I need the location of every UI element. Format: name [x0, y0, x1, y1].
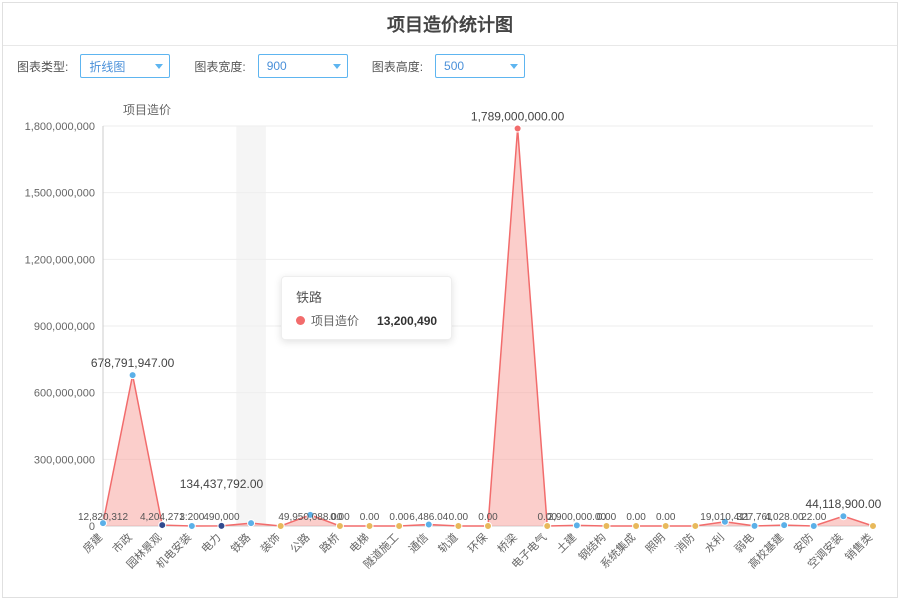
- svg-text:电力: 电力: [199, 531, 224, 556]
- svg-text:0.00: 0.00: [330, 512, 350, 523]
- svg-text:公路: 公路: [288, 531, 313, 556]
- tooltip-title: 铁路: [296, 287, 437, 306]
- svg-text:消防: 消防: [672, 530, 697, 555]
- svg-text:路桥: 路桥: [317, 531, 342, 556]
- svg-text:3:200: 3:200: [179, 512, 204, 523]
- chart-svg: 0300,000,000600,000,000900,000,0001,200,…: [3, 86, 899, 606]
- svg-text:市政: 市政: [109, 530, 134, 555]
- svg-text:安防: 安防: [790, 530, 815, 555]
- svg-text:土建: 土建: [554, 530, 579, 555]
- chart-height-label: 图表高度:: [372, 58, 423, 75]
- chart-area: 0300,000,000600,000,000900,000,0001,200,…: [3, 86, 897, 606]
- dropdown-arrow-icon: [510, 64, 518, 69]
- chart-height-value: 500: [444, 59, 464, 73]
- svg-text:134,437,792.00: 134,437,792.00: [180, 477, 264, 491]
- chart-tooltip: 铁路 项目造价 13,200,490: [281, 276, 452, 340]
- tooltip-value: 13,200,490: [377, 314, 437, 328]
- chart-type-select[interactable]: 折线图: [80, 54, 170, 78]
- svg-text:22.00: 22.00: [801, 512, 826, 523]
- svg-text:通信: 通信: [406, 531, 431, 556]
- svg-text:44,118,900.00: 44,118,900.00: [805, 497, 881, 511]
- svg-text:0.00: 0.00: [478, 512, 498, 523]
- svg-text:照明: 照明: [643, 531, 668, 556]
- svg-text:490,000: 490,000: [203, 512, 240, 523]
- svg-text:0.00: 0.00: [597, 512, 617, 523]
- svg-text:0.00: 0.00: [656, 512, 676, 523]
- svg-text:水利: 水利: [702, 531, 727, 556]
- svg-text:12,820,312: 12,820,312: [78, 512, 128, 523]
- svg-text:600,000,000: 600,000,000: [34, 388, 95, 400]
- svg-text:6,486.04: 6,486.04: [409, 512, 448, 523]
- svg-text:电梯: 电梯: [347, 531, 372, 556]
- svg-text:4,028.00: 4,028.00: [765, 512, 804, 523]
- chart-width-select[interactable]: 900: [258, 54, 348, 78]
- svg-text:1,200,000,000: 1,200,000,000: [25, 254, 95, 266]
- chart-height-select[interactable]: 500: [435, 54, 525, 78]
- svg-text:装饰: 装饰: [257, 530, 282, 555]
- svg-text:1,500,000,000: 1,500,000,000: [25, 188, 95, 200]
- svg-text:环保: 环保: [465, 530, 490, 555]
- svg-text:0.00: 0.00: [626, 512, 646, 523]
- page-title: 项目造价统计图: [3, 11, 897, 37]
- svg-text:销售类: 销售类: [842, 530, 875, 563]
- svg-text:项目造价: 项目造价: [123, 103, 171, 117]
- svg-text:900,000,000: 900,000,000: [34, 321, 95, 333]
- chart-width-label: 图表宽度:: [194, 58, 245, 75]
- svg-text:4,204,271: 4,204,271: [140, 512, 185, 523]
- svg-text:铁路: 铁路: [228, 531, 253, 556]
- svg-text:0.00: 0.00: [449, 512, 469, 523]
- tooltip-series-label: 项目造价: [311, 312, 359, 329]
- dropdown-arrow-icon: [155, 64, 163, 69]
- dropdown-arrow-icon: [333, 64, 341, 69]
- svg-text:678,791,947.00: 678,791,947.00: [91, 356, 175, 370]
- tooltip-series-dot-icon: [296, 316, 305, 325]
- svg-text:房建: 房建: [80, 530, 105, 555]
- svg-text:轨道: 轨道: [435, 530, 460, 555]
- svg-text:300,000,000: 300,000,000: [34, 454, 95, 466]
- chart-controls: 图表类型: 折线图 图表宽度: 900 图表高度: 500: [3, 46, 897, 86]
- chart-container: 项目造价统计图 图表类型: 折线图 图表宽度: 900 图表高度: 500 03…: [2, 2, 898, 598]
- svg-text:1,789,000,000.00: 1,789,000,000.00: [471, 109, 565, 123]
- svg-text:0.00: 0.00: [360, 512, 380, 523]
- chart-width-value: 900: [267, 59, 287, 73]
- svg-text:0.00: 0.00: [389, 512, 409, 523]
- svg-text:弱电: 弱电: [732, 531, 757, 556]
- svg-text:1,800,000,000: 1,800,000,000: [25, 121, 95, 133]
- chart-type-label: 图表类型:: [17, 58, 68, 75]
- svg-text:桥梁: 桥梁: [494, 530, 519, 555]
- title-bar: 项目造价统计图: [3, 3, 897, 46]
- chart-type-value: 折线图: [89, 58, 125, 75]
